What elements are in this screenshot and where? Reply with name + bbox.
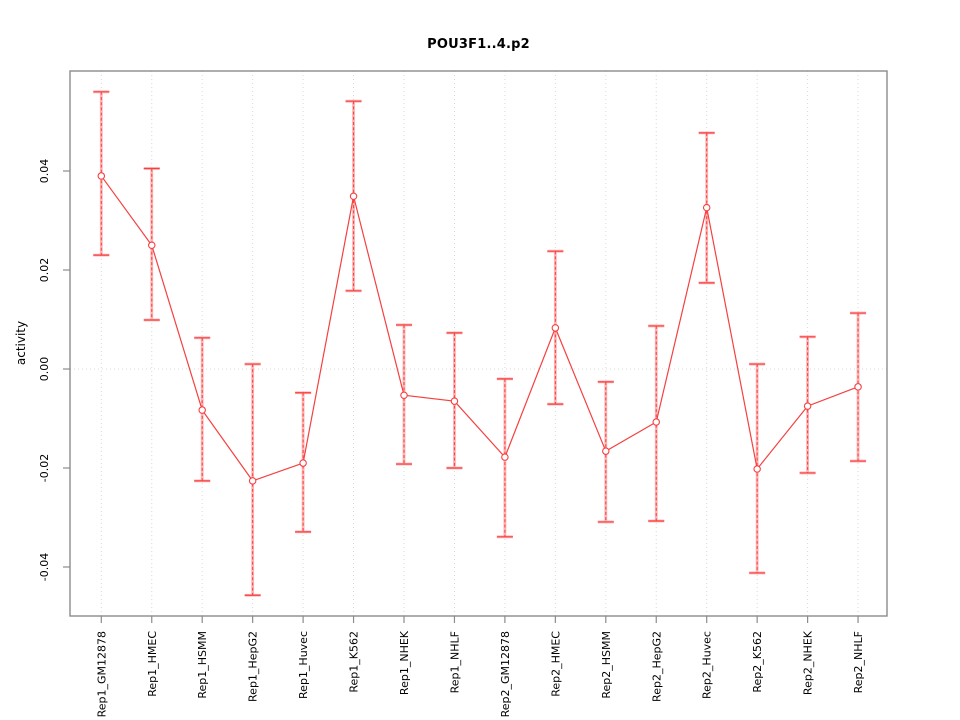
data-point — [450, 397, 459, 405]
data-point — [501, 453, 509, 461]
x-tick-label: Rep1_NHEK — [398, 630, 411, 695]
x-tick-label: Rep1_HSMM — [196, 631, 209, 699]
x-tick-label: Rep2_K562 — [751, 631, 764, 693]
data-point — [803, 402, 812, 410]
x-tick-label: Rep1_HMEC — [146, 631, 159, 697]
data-point — [551, 324, 560, 332]
y-tick-label: 0.02 — [38, 258, 51, 283]
x-tick-label: Rep1_GM12878 — [95, 631, 108, 717]
x-tick-label: Rep2_NHEK — [802, 630, 815, 695]
x-tick-label: Rep2_HSMM — [600, 631, 613, 699]
x-tick-label: Rep1_Huvec — [297, 631, 310, 699]
data-point — [248, 477, 257, 485]
plot-box — [69, 70, 888, 617]
data-point — [702, 203, 711, 212]
y-tick-label: 0.04 — [38, 159, 51, 184]
x-tick-label: Rep2_HepG2 — [650, 631, 663, 702]
y-tick-label: 0.00 — [38, 357, 51, 382]
data-point — [753, 465, 761, 473]
data-point — [400, 391, 408, 399]
x-tick-label: Rep2_Huvec — [701, 631, 714, 699]
y-tick-label: -0.04 — [38, 553, 51, 581]
x-tick-label: Rep1_NHLF — [448, 631, 461, 693]
data-point — [349, 192, 358, 200]
chart-title: POU3F1..4.p2 — [427, 37, 530, 52]
x-tick-label: Rep1_HepG2 — [247, 631, 260, 702]
x-tick-label: Rep2_NHLF — [852, 631, 865, 693]
y-axis-label: activity — [14, 321, 28, 365]
x-tick-label: Rep2_GM12878 — [499, 631, 512, 717]
x-tick-label: Rep1_K562 — [348, 631, 361, 693]
data-point — [198, 406, 206, 414]
data-point — [97, 172, 106, 180]
series-line — [100, 175, 859, 482]
data-point — [854, 383, 862, 391]
x-tick-label: Rep2_HMEC — [549, 631, 562, 697]
data-point — [652, 418, 660, 426]
data-point — [299, 459, 307, 467]
y-tick-label: -0.02 — [38, 454, 51, 482]
data-point — [602, 447, 610, 455]
data-point — [148, 241, 156, 250]
